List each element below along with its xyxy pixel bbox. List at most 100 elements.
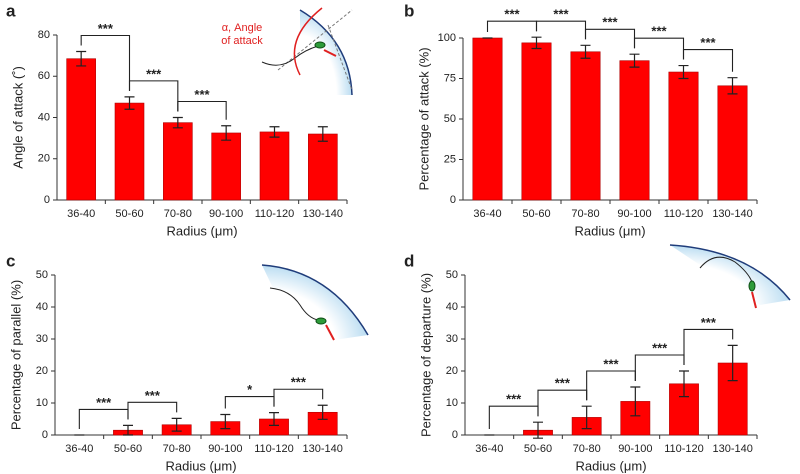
- bar: [570, 51, 601, 201]
- significance-label: ***: [700, 35, 716, 50]
- bar: [472, 37, 503, 201]
- x-tick-label: 110-120: [664, 443, 704, 455]
- significance-label: ***: [146, 66, 162, 81]
- y-tick-label: 50: [36, 269, 48, 281]
- y-tick-label: 80: [38, 29, 50, 41]
- y-tick-label: 0: [450, 194, 456, 206]
- error-bar: [172, 116, 183, 129]
- significance-bracket: [224, 396, 275, 409]
- y-tick-label: 40: [446, 301, 458, 313]
- error-bar: [678, 64, 689, 80]
- y-tick-label: 75: [444, 72, 456, 84]
- x-tick-label: 36-40: [67, 208, 95, 220]
- x-tick-label: 90-100: [618, 443, 652, 455]
- panel-label: a: [6, 1, 16, 20]
- error-bar: [727, 344, 738, 382]
- significance-bracket: [683, 328, 734, 365]
- significance-bracket: [273, 388, 324, 407]
- y-tick-label: 25: [444, 153, 456, 165]
- error-bar: [630, 386, 641, 417]
- bar: [668, 71, 699, 201]
- significance-label: ***: [651, 24, 667, 39]
- x-tick-label: 130-140: [303, 208, 343, 220]
- panel-label: c: [6, 251, 15, 270]
- significance-label: ***: [98, 21, 114, 36]
- significance-bracket: [634, 354, 685, 381]
- error-bar: [221, 125, 232, 141]
- x-tick-label: 70-80: [164, 208, 192, 220]
- x-tick-label: 36-40: [475, 443, 503, 455]
- error-bar: [531, 36, 542, 50]
- x-tick-label: 50-60: [115, 208, 143, 220]
- y-tick-label: 0: [452, 429, 458, 441]
- x-axis-label: Radius (μm): [574, 223, 645, 238]
- error-bar: [220, 413, 231, 430]
- error-bar: [580, 44, 591, 59]
- significance-bracket: [80, 34, 131, 91]
- x-tick-label: 110-120: [664, 208, 704, 220]
- x-tick-label: 50-60: [114, 443, 142, 455]
- x-tick-label: 70-80: [163, 443, 191, 455]
- x-tick-label: 110-120: [254, 443, 294, 455]
- bar: [521, 42, 552, 201]
- y-axis-label: Angle of attack (˚): [10, 66, 25, 169]
- significance-label: ***: [291, 375, 307, 390]
- x-tick-label: 36-40: [473, 208, 501, 220]
- schematic-d: [669, 244, 791, 309]
- error-bar: [581, 405, 592, 430]
- x-tick-label: 50-60: [524, 443, 552, 455]
- bar: [163, 122, 193, 201]
- significance-label: ***: [652, 340, 668, 355]
- x-tick-label: 70-80: [571, 208, 599, 220]
- bar: [308, 133, 338, 201]
- bar: [114, 102, 145, 201]
- significance-label: ***: [504, 7, 520, 22]
- x-tick-label: 90-100: [209, 208, 243, 220]
- x-axis-label: Radius (μm): [575, 458, 646, 473]
- error-bar: [76, 50, 87, 67]
- error-bar: [317, 404, 328, 420]
- y-tick-label: 50: [444, 113, 456, 125]
- x-tick-label: 130-140: [302, 443, 342, 455]
- annotation-line: of attack: [221, 35, 263, 47]
- significance-label: ***: [602, 15, 618, 30]
- y-tick-label: 60: [38, 70, 50, 82]
- error-bar: [269, 412, 279, 426]
- y-axis-label: Percentage of departure (%): [418, 273, 433, 437]
- significance-bracket: [584, 28, 636, 49]
- x-tick-label: 70-80: [573, 443, 601, 455]
- significance-label: ***: [96, 395, 112, 410]
- x-tick-label: 130-140: [712, 208, 752, 220]
- bar: [259, 131, 290, 201]
- significance-bracket: [586, 370, 636, 401]
- x-tick-label: 90-100: [208, 443, 242, 455]
- error-bar: [171, 417, 182, 432]
- significance-label: ***: [145, 388, 161, 403]
- panel-label: d: [404, 251, 414, 270]
- y-tick-label: 20: [446, 365, 458, 377]
- bar: [211, 132, 241, 201]
- y-tick-label: 30: [446, 333, 458, 345]
- significance-bracket: [128, 80, 179, 112]
- x-axis-label: Radius (μm): [165, 458, 236, 473]
- schematic-c: [261, 264, 369, 345]
- y-axis-label: Percentage of parallel (%): [8, 280, 23, 430]
- significance-bracket: [535, 20, 587, 40]
- y-tick-label: 10: [446, 397, 458, 409]
- annotation: α, Angle of attack: [221, 22, 263, 47]
- schematic-a: [261, 7, 353, 96]
- y-tick-label: 30: [36, 333, 48, 345]
- significance-bracket: [177, 100, 227, 120]
- bar: [669, 383, 699, 436]
- significance-label: ***: [555, 376, 571, 391]
- bar: [66, 58, 96, 201]
- panel-label: b: [404, 1, 414, 20]
- error-bar: [123, 424, 133, 436]
- error-bar: [727, 77, 738, 95]
- y-tick-label: 20: [38, 153, 50, 165]
- y-tick-label: 40: [38, 111, 50, 123]
- y-tick-label: 0: [42, 429, 48, 441]
- significance-label: *: [247, 382, 253, 397]
- significance-label: ***: [701, 315, 717, 330]
